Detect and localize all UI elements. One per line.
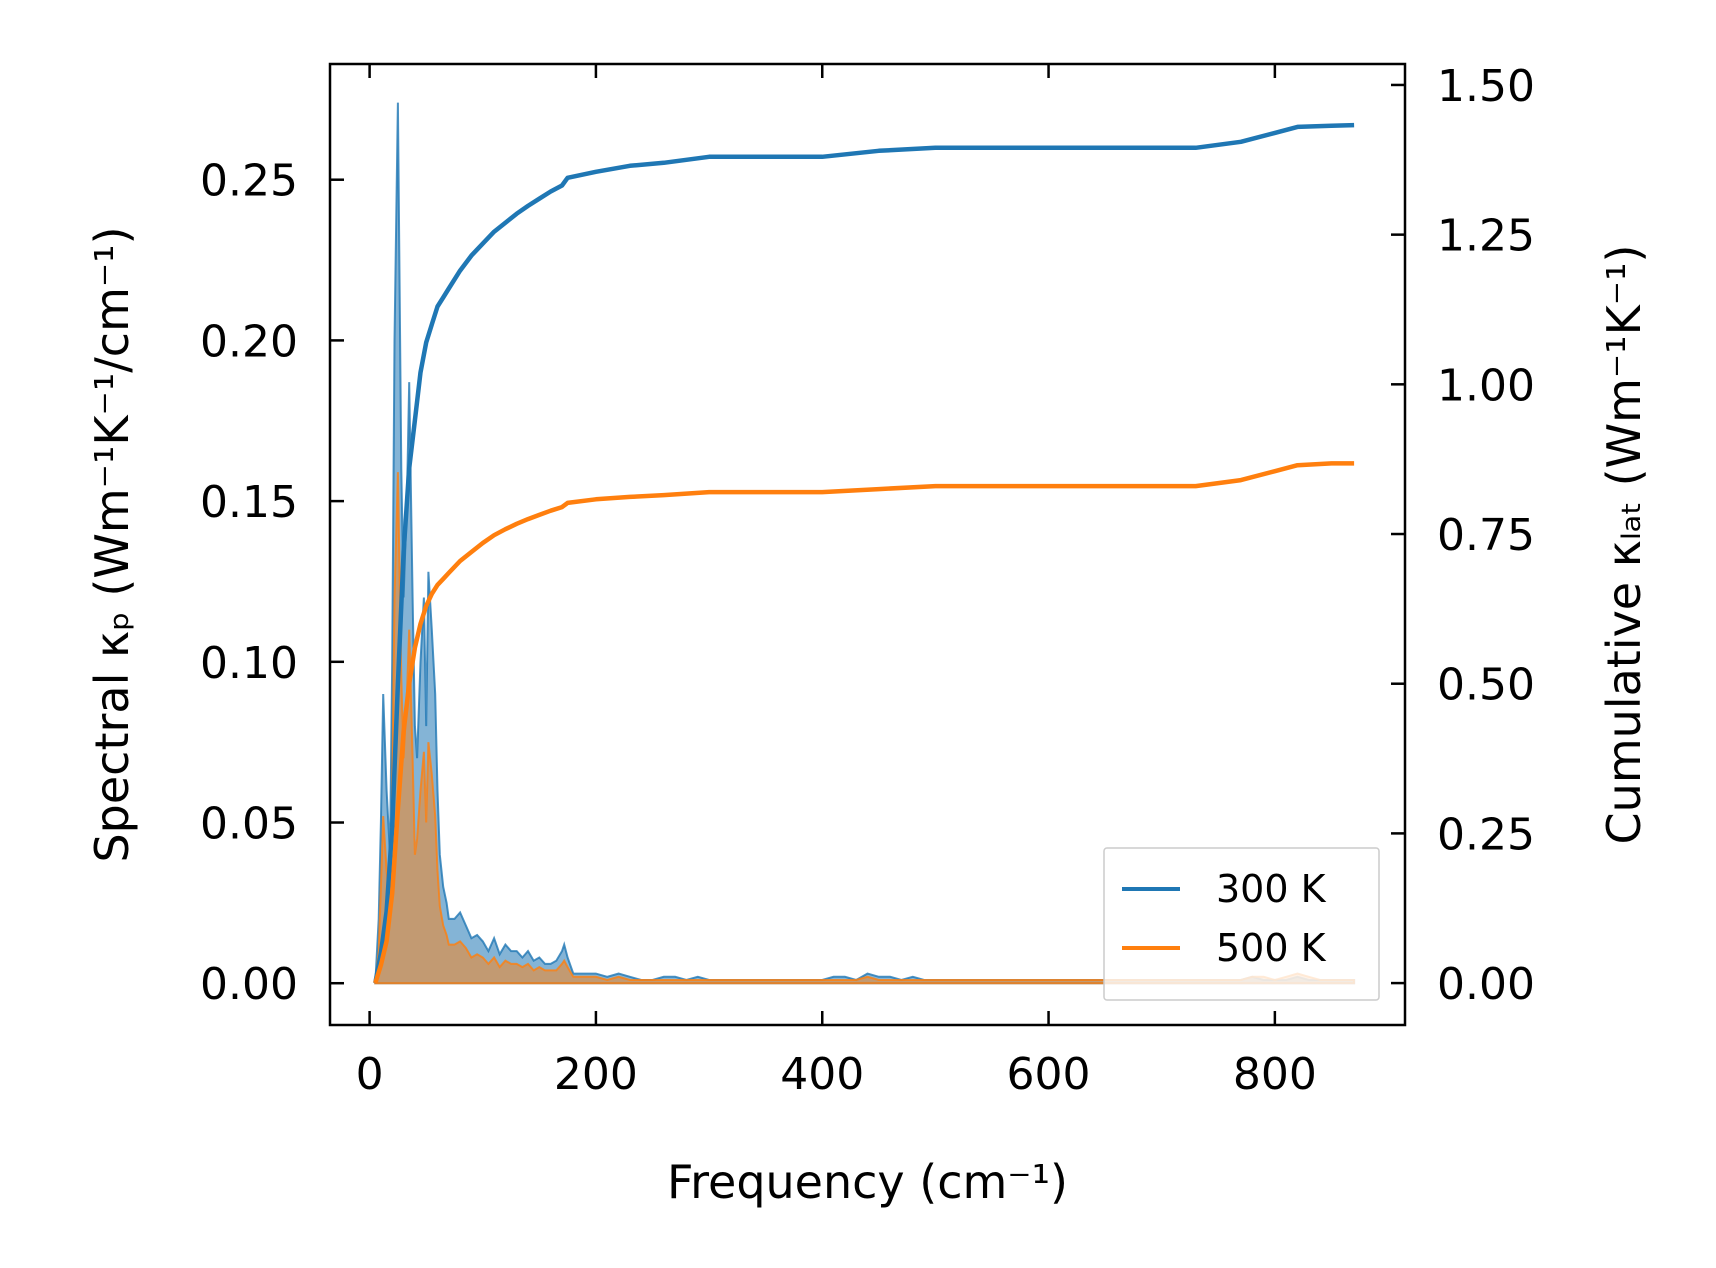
axis-ticks: 0 200 400 600 800 0.00 0.05 0.10 0.15 0.20 0.25 0.0…: [200, 61, 1535, 1100]
legend-box: [1103, 847, 1380, 1001]
y-tick-label-left: 0.25: [200, 156, 298, 207]
y-tick-label-right: 1.25: [1437, 211, 1535, 262]
y-tick-label-right: 1.50: [1437, 61, 1535, 112]
x-tick-label: 0: [356, 1049, 384, 1100]
x-tick-label: 600: [1007, 1049, 1091, 1100]
y-tick-label-left: 0.00: [200, 959, 298, 1010]
y-tick-label-left: 0.10: [200, 638, 298, 689]
cumulative-line-300k: [373, 122, 1355, 984]
y-tick-label-right: 0.75: [1437, 510, 1535, 561]
y-tick-label-right: 0.50: [1437, 660, 1535, 711]
legend-label-300k: 300 K: [1216, 867, 1327, 911]
x-tick-label: 800: [1233, 1049, 1317, 1100]
series-lines: [373, 122, 1355, 984]
cumulative-line-500k: [373, 461, 1355, 984]
y-tick-label-left: 0.20: [200, 316, 298, 367]
y-tick-label-right: 1.00: [1437, 360, 1535, 411]
plot-frame: [328, 62, 1407, 1027]
y-tick-label-right: 0.25: [1437, 809, 1535, 860]
y-tick-label-right: 0.00: [1437, 959, 1535, 1010]
y-axis-label-left: Spectral κₚ (Wm⁻¹K⁻¹/cm⁻¹): [85, 226, 139, 862]
y-tick-label-left: 0.05: [200, 799, 298, 850]
x-tick-label: 400: [780, 1049, 864, 1100]
legend-label-500k: 500 K: [1216, 926, 1327, 970]
x-tick-label: 200: [554, 1049, 638, 1100]
legend: 300 K 500 K: [1103, 847, 1380, 1001]
x-axis-label: Frequency (cm⁻¹): [667, 1155, 1068, 1209]
y-tick-label-left: 0.15: [200, 477, 298, 528]
y-axis-label-right: Cumulative κₗₐₜ (Wm⁻¹K⁻¹): [1597, 245, 1651, 845]
